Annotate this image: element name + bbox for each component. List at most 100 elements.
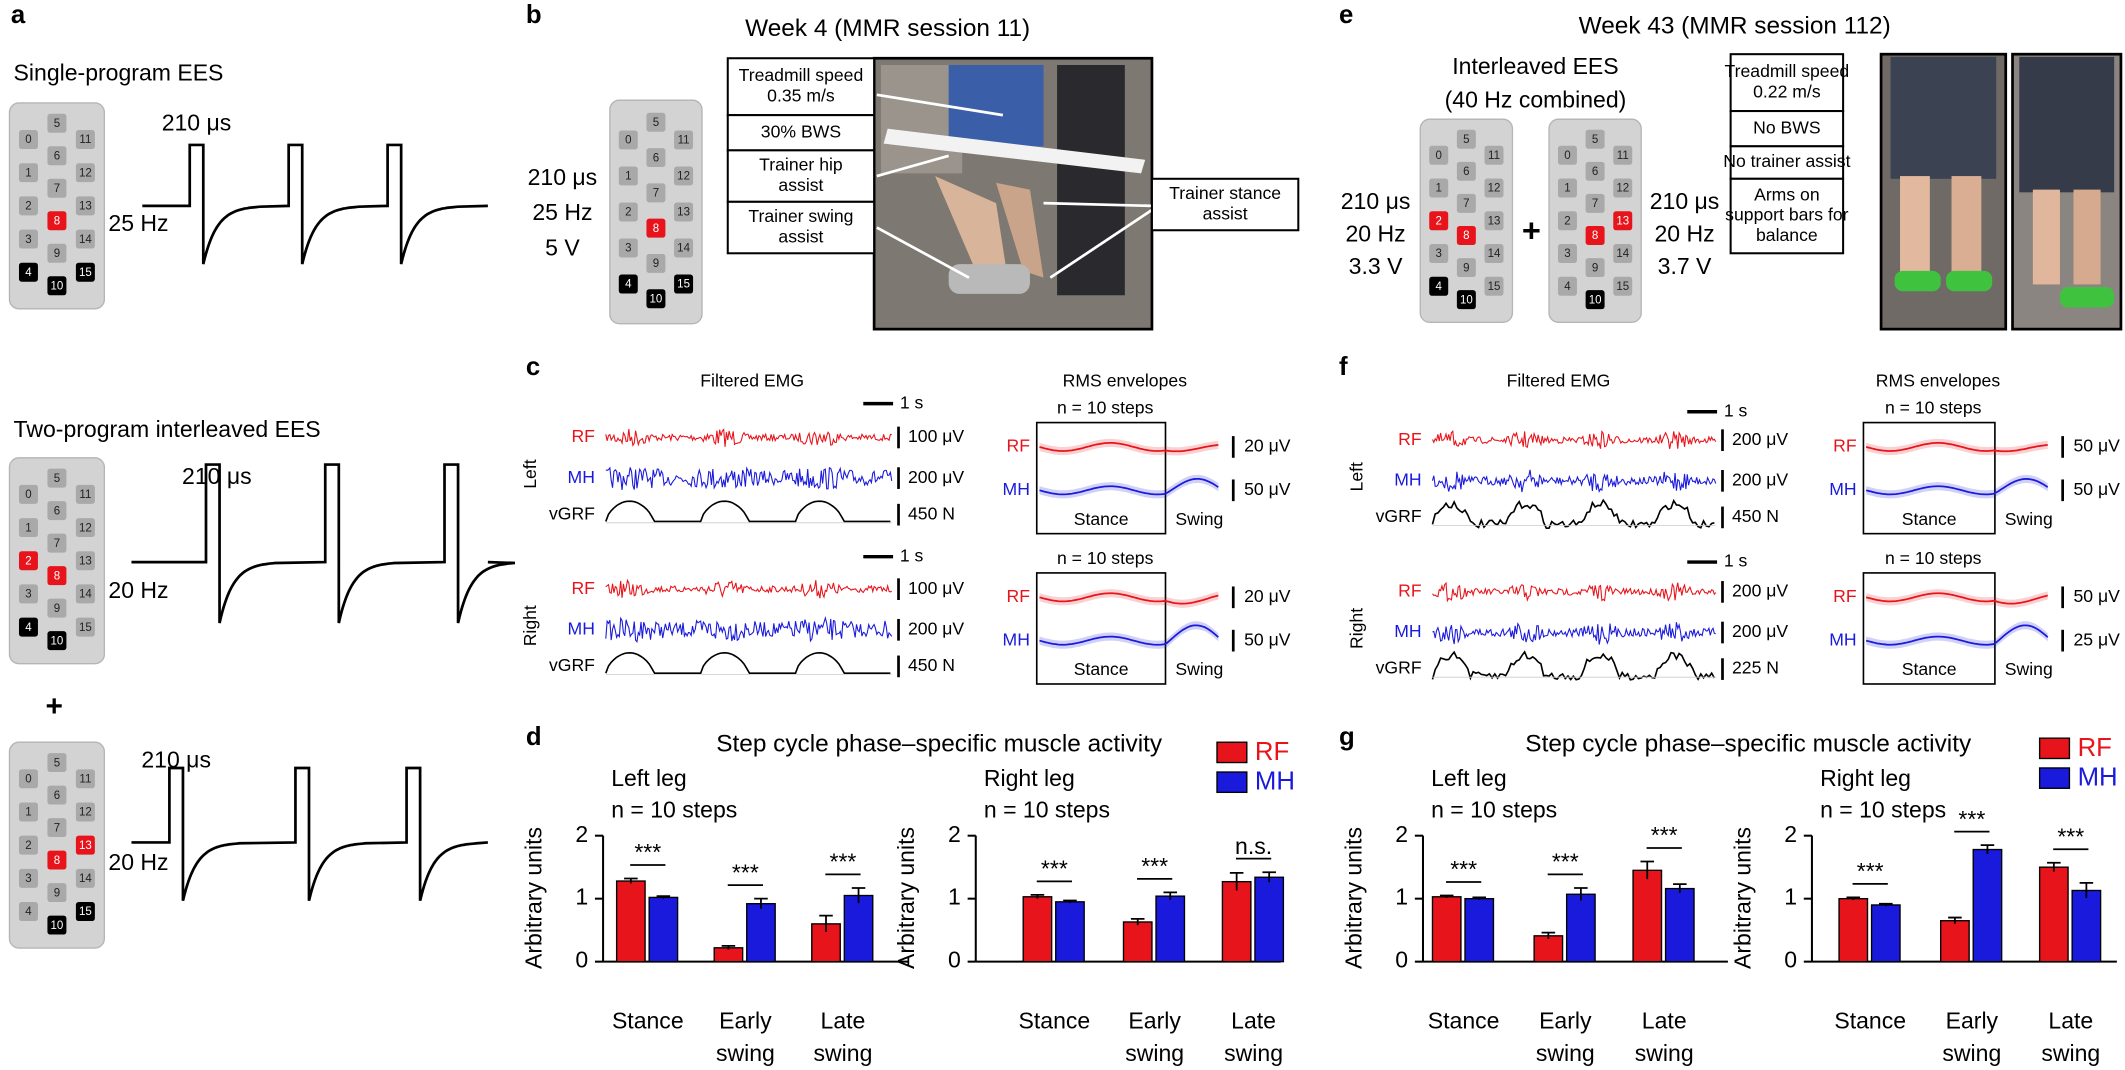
label: 20 Hz — [1654, 221, 1714, 247]
significance-label: *** — [634, 839, 661, 865]
label: Stance — [1902, 659, 1957, 679]
electrode-label: 14 — [1616, 248, 1629, 260]
electrode — [1585, 129, 1605, 149]
electrode — [47, 598, 67, 618]
photo-e — [1879, 52, 2123, 331]
label: Left leg — [611, 765, 687, 791]
error-bar — [1063, 899, 1077, 904]
photo-region — [1890, 56, 1997, 179]
label: 20 Hz — [108, 849, 168, 875]
electrode-label: 10 — [51, 635, 64, 647]
label: 1 s — [900, 392, 924, 412]
electrode — [18, 835, 38, 855]
label: 210 μs — [528, 164, 598, 190]
label: 200 μV — [908, 618, 964, 638]
x-tick-label: Stance — [1834, 1008, 1906, 1034]
electrode — [646, 289, 666, 309]
electrode — [18, 617, 38, 637]
electrode-label: 15 — [677, 279, 690, 291]
legend-swatch — [2038, 767, 2071, 789]
electrode — [47, 818, 67, 838]
electrode-label: 0 — [1436, 150, 1442, 162]
electrode — [18, 262, 38, 282]
electrode — [47, 211, 67, 231]
electrode — [18, 551, 38, 571]
error-bar — [1846, 896, 1861, 900]
bar — [1940, 920, 1970, 963]
label: 200 μV — [908, 467, 964, 487]
info-box — [1729, 110, 1845, 148]
grf-trace — [605, 500, 891, 523]
error-bar — [1439, 894, 1454, 899]
electrode-label: 3 — [625, 243, 631, 255]
label: Swing — [1175, 659, 1223, 679]
rms-envelope — [1865, 442, 2048, 453]
rms-band — [1866, 474, 2048, 499]
y-axis-label: Arbitrary units — [893, 827, 919, 969]
bar — [1055, 901, 1085, 963]
electrode — [1585, 290, 1605, 310]
label: 50 μV — [1244, 629, 1291, 649]
photo-region — [1057, 65, 1125, 296]
electrode — [1557, 211, 1577, 231]
electrode-label: 1 — [25, 167, 31, 179]
label: support bars for — [1725, 205, 1848, 225]
label: 0.22 m/s — [1753, 81, 1821, 101]
significance-label: *** — [1958, 806, 1985, 832]
label: 30% BWS — [761, 121, 841, 141]
electrode — [18, 868, 38, 888]
electrode-label: 2 — [1436, 215, 1442, 227]
electrode — [75, 802, 95, 822]
info-box — [726, 57, 876, 117]
electrode — [47, 753, 67, 773]
electrode-label: 8 — [1463, 230, 1469, 242]
electrode — [1585, 161, 1605, 181]
error-bar — [1262, 871, 1276, 883]
stance-box — [1035, 572, 1167, 685]
electrode-label: 1 — [25, 807, 31, 819]
electrode-label: 15 — [1488, 281, 1501, 293]
electrode-array — [609, 99, 703, 325]
electrode — [18, 484, 38, 504]
electrode-label: 2 — [25, 555, 31, 567]
x-tick-label: Early swing — [1536, 1008, 1595, 1066]
electrode-label: 7 — [653, 188, 659, 200]
electrode-label: 4 — [25, 906, 32, 918]
electrode — [618, 166, 638, 186]
electrode — [47, 468, 67, 488]
bar — [615, 880, 646, 963]
y-tick-label: 1 — [575, 884, 588, 910]
label: Trainer swing — [748, 206, 853, 226]
electrode-label: 1 — [1436, 183, 1442, 195]
electrode-label: 5 — [54, 473, 60, 485]
label: RF — [1006, 586, 1030, 606]
error-bar — [1673, 883, 1687, 893]
bar — [1022, 896, 1053, 963]
electrode — [47, 631, 67, 651]
label: n = 10 steps — [1431, 796, 1557, 822]
pulse-train — [142, 143, 488, 265]
x-tick-label: Late swing — [1224, 1008, 1283, 1066]
label: Single-program EES — [14, 60, 224, 86]
x-tick-label: Stance — [612, 1008, 684, 1034]
label: MH — [1003, 629, 1030, 649]
bar — [713, 947, 744, 963]
emg-trace — [1431, 469, 1717, 493]
y-tick-label: 2 — [1784, 821, 1797, 847]
electrode-label: 14 — [79, 873, 92, 885]
label: No trainer assist — [1723, 151, 1850, 171]
electrode — [1484, 178, 1504, 198]
electrode — [47, 566, 67, 586]
y-tick-label: 0 — [1784, 947, 1797, 973]
photo-leg — [996, 182, 1044, 278]
emg-trace — [605, 428, 892, 447]
electrode-label: 5 — [1463, 134, 1469, 146]
label: 50 μV — [2074, 479, 2121, 499]
error-bar — [754, 897, 768, 909]
label: RF — [1398, 581, 1422, 601]
electrode — [1557, 276, 1577, 296]
label: Trainer stance — [1169, 183, 1281, 203]
y-tick-label: 2 — [1395, 821, 1408, 847]
x-tick-label: Early swing — [1125, 1008, 1184, 1066]
label: Swing — [2005, 659, 2053, 679]
